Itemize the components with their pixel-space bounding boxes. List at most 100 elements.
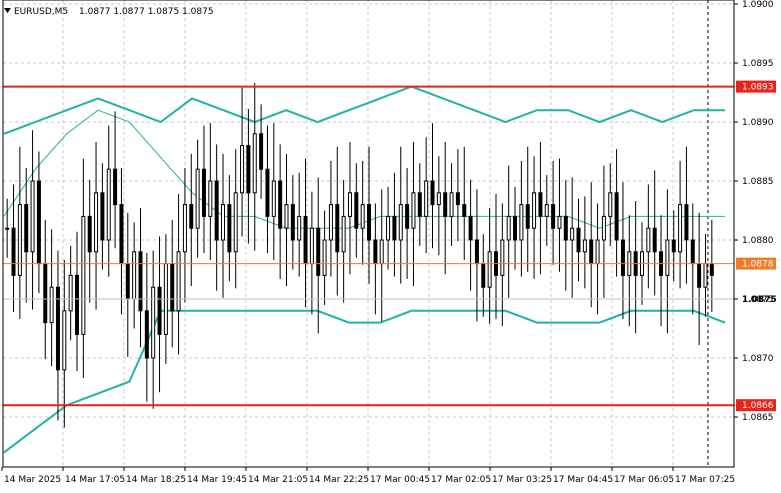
x-tick-label: 17 Mar 03:25 <box>492 475 552 485</box>
candle-body <box>113 168 118 206</box>
candle-body <box>290 204 295 241</box>
candle-body <box>252 133 257 194</box>
candle-body <box>259 133 264 170</box>
candle-body <box>265 168 270 217</box>
candle-body <box>462 204 467 217</box>
candle-body <box>81 215 86 335</box>
candle-body <box>646 227 651 253</box>
candle-body <box>620 239 625 276</box>
candle-body <box>468 215 473 241</box>
candle-body <box>697 263 702 288</box>
candle-body <box>132 251 137 300</box>
x-tick-label: 14 Mar 21:05 <box>248 475 308 485</box>
candle-body <box>443 192 448 217</box>
candle-body <box>525 204 530 229</box>
candle-body <box>119 204 124 265</box>
y-tick-label: 1.0885 <box>742 177 774 187</box>
price-tag-label: 1.0866 <box>742 401 774 411</box>
candle-body <box>373 239 378 265</box>
candle-body <box>678 204 683 253</box>
x-tick-label: 14 Mar 19:45 <box>187 475 247 485</box>
candle-body <box>709 263 714 276</box>
candle-body <box>379 239 384 265</box>
candle-body <box>157 286 162 335</box>
candle-body <box>189 204 194 229</box>
price-tag <box>736 257 776 270</box>
candle-body <box>367 204 372 241</box>
candle-body <box>360 204 365 229</box>
x-tick-label: 17 Mar 00:45 <box>370 475 430 485</box>
candle-body <box>532 192 537 229</box>
candle-body <box>303 215 308 265</box>
candle-body <box>309 227 314 265</box>
candle-body <box>62 310 67 371</box>
x-tick-label: 17 Mar 07:25 <box>675 475 735 485</box>
candle-body <box>506 215 511 241</box>
x-tick-label: 14 Mar 18:25 <box>126 475 186 485</box>
y-tick-label: 1.0900 <box>742 0 774 10</box>
candle-body <box>24 204 29 253</box>
candle-body <box>576 227 581 253</box>
candle-body <box>271 180 276 217</box>
candle-body <box>652 227 657 253</box>
candle-body <box>671 239 676 253</box>
candle-body <box>11 227 16 276</box>
price-tag <box>736 399 776 412</box>
y-tick-label: 1.0875 <box>742 295 774 305</box>
candle-body <box>436 192 441 206</box>
candle-body <box>544 204 549 217</box>
candle-body <box>570 227 575 241</box>
candle-body <box>500 239 505 276</box>
candle-body <box>519 204 524 241</box>
candle-body <box>278 180 283 229</box>
candle-body <box>392 215 397 241</box>
candle-body <box>221 204 226 241</box>
y-tick-label: 1.0895 <box>742 59 774 69</box>
candle-body <box>684 204 689 241</box>
candle-body <box>513 215 518 241</box>
candle-body <box>30 180 35 253</box>
candle-body <box>94 192 99 253</box>
price-levels: 1.0893 1.0866 1.0878 1.0875 <box>3 80 777 412</box>
symbol-label: EURUSD,M5 <box>14 7 68 17</box>
candle-body <box>690 239 695 265</box>
candle-body <box>182 204 187 253</box>
chart-header: EURUSD,M5 1.0877 1.0877 1.0875 1.0875 <box>4 7 214 17</box>
candle-body <box>335 204 340 253</box>
candle-body <box>601 215 606 241</box>
candle-body <box>5 227 10 230</box>
candle-body <box>240 145 245 194</box>
candle-body <box>328 204 333 241</box>
dropdown-triangle-icon[interactable] <box>4 8 11 13</box>
candle-body <box>87 215 92 253</box>
candle-body <box>341 215 346 253</box>
x-tick-label: 17 Mar 06:05 <box>614 475 674 485</box>
candle-body <box>386 215 391 241</box>
candles <box>5 83 714 428</box>
candle-body <box>354 192 359 229</box>
x-tick-label: 17 Mar 02:05 <box>431 475 491 485</box>
candle-body <box>481 263 486 288</box>
price-tag-label: 1.0893 <box>742 83 774 93</box>
candle-body <box>151 286 156 359</box>
candle-body <box>233 192 238 253</box>
candle-body <box>284 204 289 229</box>
candle-body <box>68 274 73 312</box>
plot-border <box>2 0 735 468</box>
candle-body <box>144 310 149 359</box>
candle-body <box>589 239 594 265</box>
candle-body <box>405 204 410 229</box>
candle-body <box>608 192 613 217</box>
candle-body <box>347 192 352 217</box>
lower-band-line <box>3 309 726 454</box>
price-tag <box>736 80 776 93</box>
candle-body <box>17 204 22 276</box>
y-tick-label: 1.0880 <box>742 236 774 246</box>
candle-body <box>138 251 143 312</box>
candle-body <box>563 215 568 241</box>
x-tick-label: 17 Mar 04:45 <box>553 475 613 485</box>
candle-body <box>55 286 60 371</box>
candle-body <box>582 239 587 253</box>
